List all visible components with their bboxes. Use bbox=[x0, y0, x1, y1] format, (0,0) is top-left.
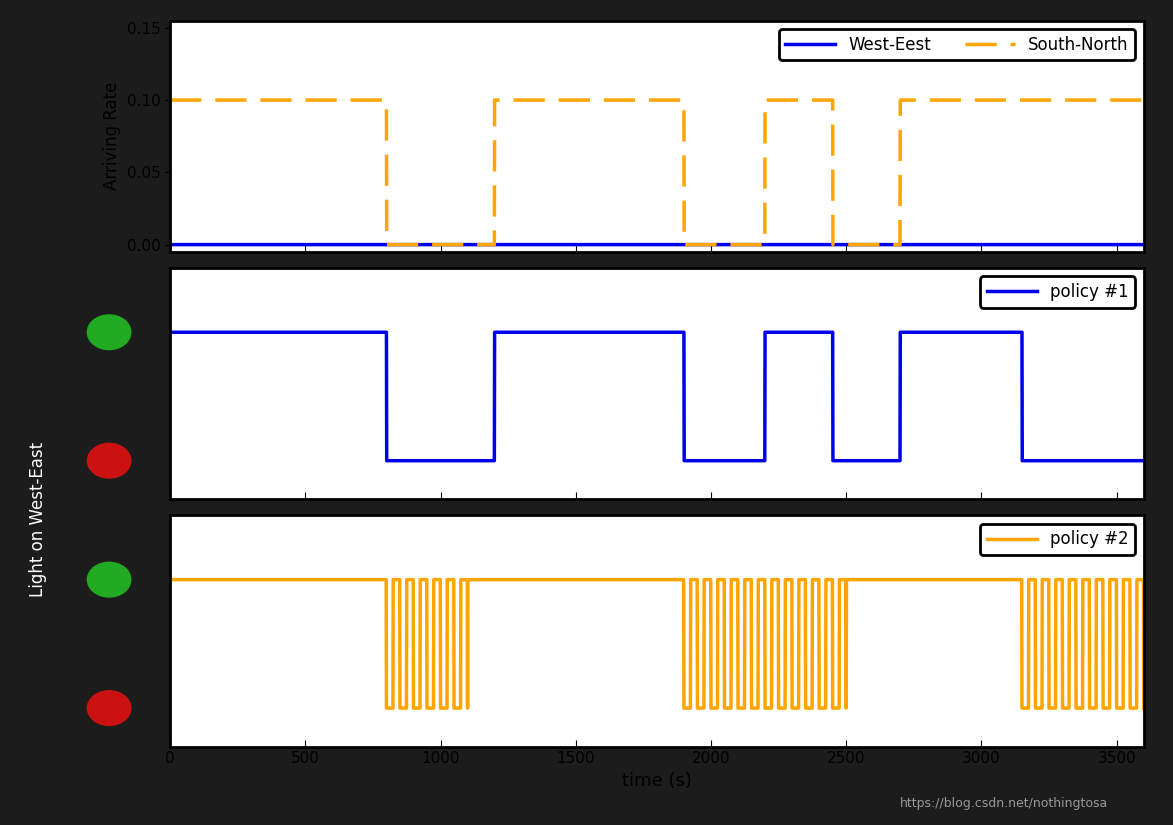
policy #2 bbox=[224, 575, 238, 585]
South-North bbox=[279, 95, 293, 105]
X-axis label: time (s): time (s) bbox=[622, 772, 692, 790]
West-Eest bbox=[1137, 239, 1151, 249]
policy #1 bbox=[280, 328, 294, 337]
Line: policy #2: policy #2 bbox=[170, 580, 1144, 708]
policy #1 bbox=[466, 455, 480, 465]
West-Eest bbox=[835, 239, 849, 249]
policy #1 bbox=[915, 328, 929, 337]
policy #1 bbox=[380, 455, 394, 465]
Text: Light on West-East: Light on West-East bbox=[28, 442, 47, 597]
policy #2 bbox=[279, 575, 293, 585]
policy #1 bbox=[1137, 455, 1151, 465]
policy #2 bbox=[466, 575, 480, 585]
West-Eest bbox=[224, 239, 238, 249]
West-Eest bbox=[279, 239, 293, 249]
West-Eest bbox=[466, 239, 480, 249]
Line: South-North: South-North bbox=[170, 100, 1144, 244]
South-North bbox=[836, 239, 850, 249]
policy #1 bbox=[224, 328, 238, 337]
South-North bbox=[380, 239, 394, 249]
Text: https://blog.csdn.net/nothingtosa: https://blog.csdn.net/nothingtosa bbox=[900, 797, 1108, 810]
policy #2 bbox=[836, 575, 850, 585]
West-Eest bbox=[163, 239, 177, 249]
policy #2 bbox=[1137, 703, 1151, 713]
Y-axis label: Arriving Rate: Arriving Rate bbox=[103, 82, 121, 191]
South-North bbox=[1137, 95, 1151, 105]
policy #2 bbox=[163, 575, 177, 585]
South-North bbox=[915, 95, 929, 105]
Legend: policy #1: policy #1 bbox=[981, 276, 1135, 308]
West-Eest bbox=[280, 239, 294, 249]
Legend: West-Eest, South-North: West-Eest, South-North bbox=[779, 29, 1135, 60]
policy #1 bbox=[836, 455, 850, 465]
South-North bbox=[163, 95, 177, 105]
policy #2 bbox=[379, 703, 393, 713]
Line: policy #1: policy #1 bbox=[170, 332, 1144, 460]
South-North bbox=[224, 95, 238, 105]
policy #1 bbox=[279, 328, 293, 337]
South-North bbox=[280, 95, 294, 105]
West-Eest bbox=[915, 239, 929, 249]
policy #1 bbox=[163, 328, 177, 337]
policy #2 bbox=[915, 575, 929, 585]
Legend: policy #2: policy #2 bbox=[981, 524, 1135, 555]
South-North bbox=[466, 239, 480, 249]
policy #2 bbox=[280, 575, 294, 585]
